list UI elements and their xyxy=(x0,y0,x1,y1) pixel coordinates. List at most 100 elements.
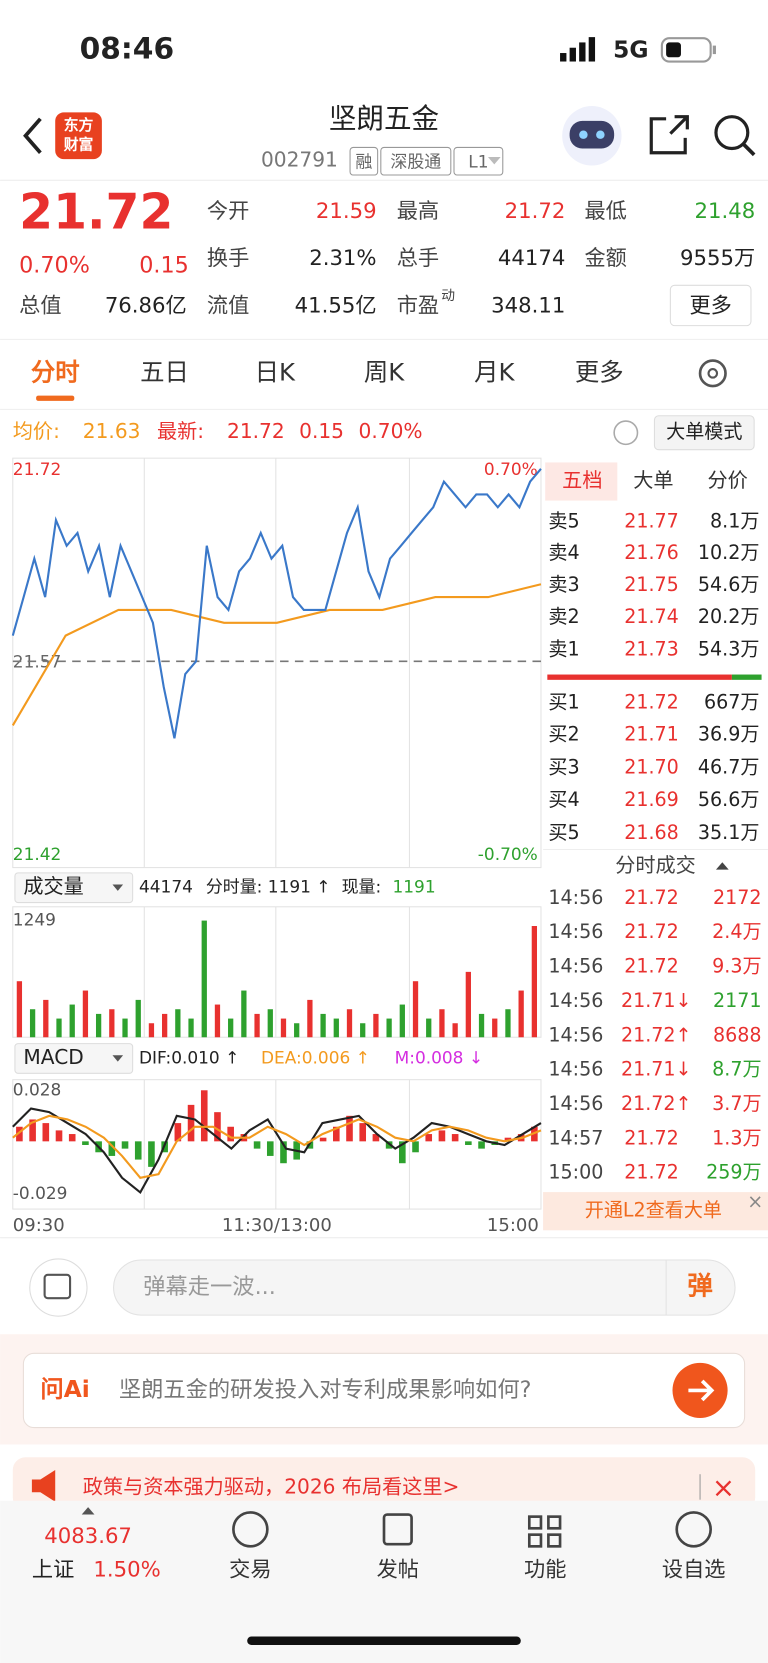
book-tab[interactable]: 大单 xyxy=(633,468,673,492)
macd-selector[interactable] xyxy=(14,1043,134,1074)
tab-indicator xyxy=(36,395,75,401)
book-label: 买4 xyxy=(548,788,579,811)
nav-item[interactable]: 设自选 xyxy=(662,1558,726,1583)
book-label: 买3 xyxy=(548,755,579,778)
tab[interactable]: 更多 xyxy=(575,357,624,386)
volume-label[interactable]: 成交量 xyxy=(23,874,83,898)
index-pct[interactable]: 1.50% xyxy=(93,1558,160,1583)
volume-bar xyxy=(95,1013,102,1038)
macd-bar xyxy=(478,1141,485,1149)
book-label: 卖2 xyxy=(548,605,579,628)
book-label: 卖5 xyxy=(548,509,579,532)
volume-bar xyxy=(531,926,538,1038)
tab[interactable]: 五日 xyxy=(140,357,189,386)
volume-bar xyxy=(16,981,23,1038)
nav-item[interactable]: 发帖 xyxy=(377,1558,419,1583)
trade-volume: 9.3万 xyxy=(712,955,761,978)
volume-bar xyxy=(201,920,207,1038)
volume-selector[interactable] xyxy=(14,872,134,904)
ai-card[interactable] xyxy=(22,1352,746,1429)
mode-button[interactable] xyxy=(653,415,755,451)
volume-total: 44174 xyxy=(139,877,193,897)
status-icons xyxy=(560,37,716,63)
macd-bar xyxy=(214,1112,221,1142)
promo-text[interactable]: 政策与资本强力驱动，2026 布局看这里> xyxy=(83,1475,460,1499)
dea: DEA:0.006 ↑ xyxy=(261,1047,370,1067)
book-tab[interactable]: 五档 xyxy=(562,468,602,492)
l2-banner[interactable] xyxy=(543,1192,768,1231)
macd-bar xyxy=(121,1141,129,1149)
help-icon[interactable] xyxy=(613,420,639,446)
book-volume: 35.1万 xyxy=(698,821,760,844)
tab[interactable]: 日K xyxy=(255,357,296,386)
l2-text[interactable]: 开通L2查看大单 xyxy=(585,1199,722,1222)
volume-bar xyxy=(386,1018,392,1038)
stat-label: 最低 xyxy=(584,199,626,224)
status-time: 08:46 xyxy=(80,31,175,66)
home-indicator xyxy=(247,1636,521,1645)
change-pct: 0.70% xyxy=(19,253,90,279)
macd-label[interactable]: MACD xyxy=(23,1045,83,1069)
volume-bar xyxy=(426,1018,432,1038)
danmaku-button[interactable]: 弹 xyxy=(687,1272,712,1302)
book-price: 21.70 xyxy=(624,755,679,778)
nav-item[interactable]: 交易 xyxy=(229,1558,271,1583)
up-arrow xyxy=(81,1507,95,1515)
megaphone-icon xyxy=(31,1469,56,1502)
ai-question[interactable]: 坚朗五金的研发投入对专利成果影响如何? xyxy=(119,1377,532,1403)
book-volume: 8.1万 xyxy=(710,509,759,532)
more-text[interactable]: 更多 xyxy=(689,294,731,319)
logo-text: 东方 xyxy=(64,116,94,134)
macd-bar xyxy=(399,1141,406,1164)
comment-icon[interactable] xyxy=(29,1258,88,1317)
tag xyxy=(349,146,379,176)
mode-text[interactable]: 大单模式 xyxy=(666,420,742,443)
volume-bar xyxy=(29,1009,36,1038)
stat-label: 市盈 xyxy=(397,294,439,319)
volume-bar xyxy=(43,999,49,1038)
book-tab[interactable]: 分价 xyxy=(707,468,747,492)
volume-period: 分时量: 1191 ↑ xyxy=(206,877,331,897)
dropdown-arrow xyxy=(112,884,124,891)
stat-value: 21.59 xyxy=(316,199,377,224)
trade-time: 14:56 xyxy=(548,989,603,1012)
book-volume: 667万 xyxy=(704,691,760,714)
macd-bar xyxy=(55,1130,63,1142)
book-volume: 54.6万 xyxy=(698,573,760,596)
macd-bar xyxy=(332,1126,340,1142)
volume-bar xyxy=(228,1018,234,1038)
comment-placeholder[interactable]: 弹幕走一波... xyxy=(143,1274,276,1300)
close-icon[interactable]: × xyxy=(747,1190,763,1213)
volume-bar xyxy=(412,981,419,1038)
trade-time: 14:56 xyxy=(548,955,603,978)
comment-input[interactable] xyxy=(113,1259,736,1316)
stat-label: 总值 xyxy=(19,294,61,319)
avg-value: 21.63 xyxy=(83,419,141,443)
stat-label: 最高 xyxy=(397,199,439,224)
tab[interactable]: 分时 xyxy=(31,357,80,386)
trade-price: 21.71↓ xyxy=(621,1058,692,1081)
trade-time: 14:56 xyxy=(548,1023,603,1046)
more-button[interactable] xyxy=(669,284,752,327)
stat-value: 21.72 xyxy=(505,199,566,224)
close-icon[interactable]: × xyxy=(712,1471,735,1504)
tab[interactable]: 月K xyxy=(474,357,515,386)
volume-bar xyxy=(492,1018,498,1038)
stat-value: 41.55亿 xyxy=(295,294,377,319)
index-value[interactable]: 4083.67 xyxy=(44,1524,132,1549)
volume-bar xyxy=(162,1013,168,1038)
nav-item[interactable]: 功能 xyxy=(524,1558,566,1583)
chart-frame xyxy=(12,457,542,1210)
back-button[interactable] xyxy=(23,117,42,154)
x-tick-label: 09:30 xyxy=(13,1215,65,1236)
volume-bar xyxy=(69,1004,75,1038)
promo-bar[interactable] xyxy=(12,1457,756,1511)
settings-icon[interactable] xyxy=(698,359,727,388)
tag-text: L1 xyxy=(468,151,488,171)
stat-label: 总手 xyxy=(397,246,439,271)
index-name[interactable]: 上证 xyxy=(32,1558,74,1583)
header-icons[interactable] xyxy=(562,106,756,166)
stat-label: 今开 xyxy=(207,199,249,224)
tab[interactable]: 周K xyxy=(364,357,405,386)
macd-bar xyxy=(319,1137,327,1142)
